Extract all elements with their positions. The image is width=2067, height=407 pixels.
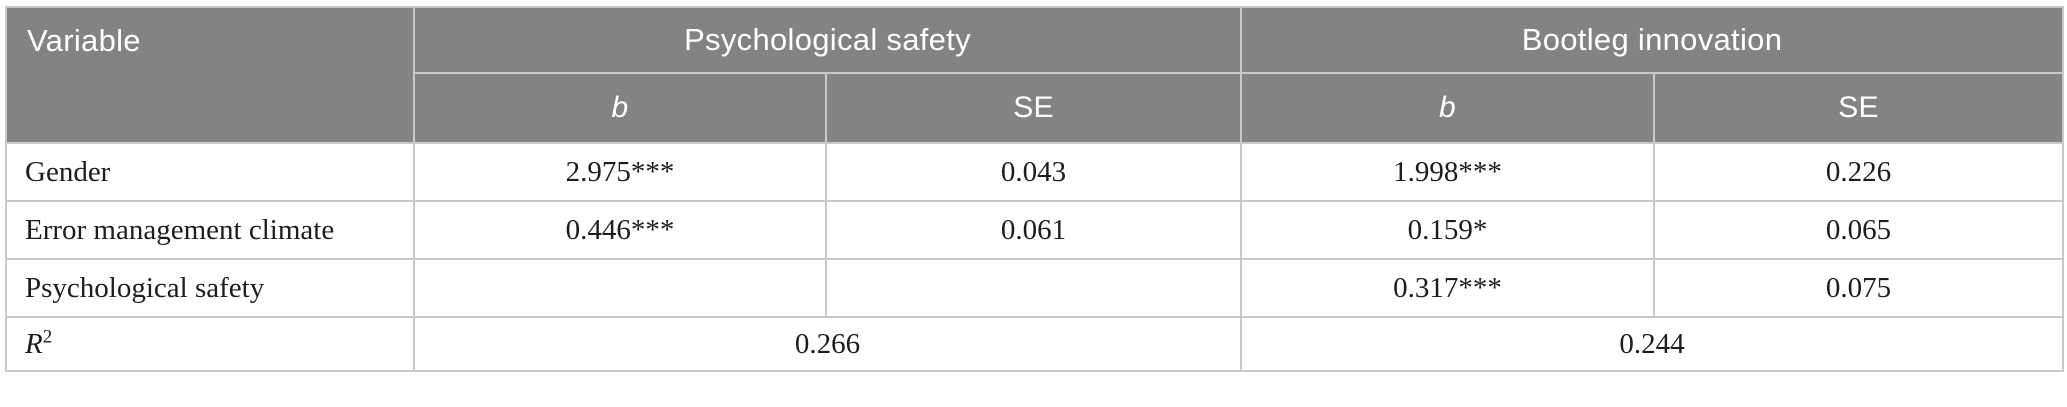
cell-emc-ps-b: 0.446*** — [413, 200, 827, 260]
column-group-bootleg-innovation: Bootleg innovation — [1240, 6, 2064, 74]
table-body: Gender 2.975*** 0.043 1.998*** 0.226 Err… — [5, 142, 2064, 372]
table-row-error-management-climate: Error management climate 0.446*** 0.061 … — [5, 200, 2064, 260]
header-sub-row: b SE b SE — [6, 72, 2064, 144]
table-row-psychological-safety: Psychological safety 0.317*** 0.075 — [5, 258, 2064, 318]
column-header-bi-se: SE — [1653, 72, 2064, 144]
table-header: Variable Psychological safety Bootleg in… — [5, 6, 2064, 144]
row-label-error-management-climate: Error management climate — [5, 200, 415, 260]
cell-gender-ps-se: 0.043 — [825, 142, 1242, 202]
r-squared-symbol: R — [25, 327, 43, 360]
table-row-r-squared: R2 0.266 0.244 — [5, 316, 2064, 372]
cell-ps-ps-se — [825, 258, 1242, 318]
header-group-row: Variable Psychological safety Bootleg in… — [5, 6, 2064, 144]
cell-r-squared-bi: 0.244 — [1240, 316, 2064, 372]
table-row-gender: Gender 2.975*** 0.043 1.998*** 0.226 — [5, 142, 2064, 202]
regression-table-container: Variable Psychological safety Bootleg in… — [5, 6, 2064, 372]
row-label-psychological-safety: Psychological safety — [5, 258, 415, 318]
row-label-r-squared: R2 — [5, 316, 415, 372]
r-squared-exponent: 2 — [42, 325, 53, 347]
cell-ps-ps-b — [413, 258, 827, 318]
cell-emc-ps-se: 0.061 — [825, 200, 1242, 260]
column-header-ps-se: SE — [825, 72, 1242, 144]
cell-ps-bi-se: 0.075 — [1653, 258, 2064, 318]
column-header-bi-b: b — [1240, 72, 1655, 144]
cell-gender-bi-se: 0.226 — [1653, 142, 2064, 202]
cell-gender-ps-b: 2.975*** — [413, 142, 827, 202]
column-group-psychological-safety: Psychological safety — [413, 6, 1242, 74]
column-header-ps-b: b — [413, 72, 827, 144]
cell-emc-bi-se: 0.065 — [1653, 200, 2064, 260]
cell-r-squared-ps: 0.266 — [413, 316, 1242, 372]
regression-results-table: Variable Psychological safety Bootleg in… — [5, 6, 2064, 372]
column-header-variable: Variable — [5, 6, 415, 144]
cell-gender-bi-b: 1.998*** — [1240, 142, 1655, 202]
cell-emc-bi-b: 0.159* — [1240, 200, 1655, 260]
cell-ps-bi-b: 0.317*** — [1240, 258, 1655, 318]
row-label-gender: Gender — [5, 142, 415, 202]
